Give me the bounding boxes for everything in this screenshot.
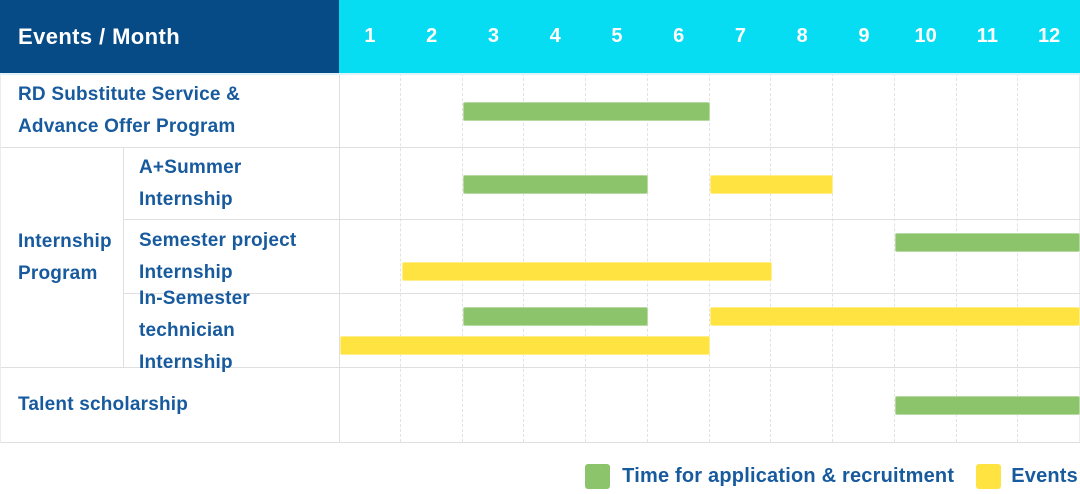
month-header-cell: 7 [734,25,746,47]
month-header-cell: 3 [487,25,499,47]
month-grid-column [833,73,895,442]
month-header-cell: 2 [426,25,438,47]
group-rows-internship-program: A+Summer Internship Semester project Inte… [124,148,1080,373]
bar-application [463,307,649,326]
month-grid-column [463,73,525,442]
bar-events [710,174,834,194]
month-header-row: 1 2 3 4 5 6 7 8 9 10 11 12 [339,0,1080,73]
group-label-internship-program: Internship Program [1,148,124,367]
row-label-in-semester-technician: In-Semester technician Internship [124,288,340,373]
month-grid-column [586,73,648,442]
month-header-cell: 4 [549,25,561,47]
row-label-semester-project: Semester project Internship [124,220,340,293]
month-header-cell: 1 [364,25,376,47]
events-month-header-label: Events / Month [18,23,181,49]
row-chart-cell [340,368,1080,442]
month-grid-column [524,73,586,442]
month-header-cell: 12 [1038,25,1061,47]
events-month-header-cell: Events / Month [0,0,339,73]
events-month-table: Events / Month 1 2 3 4 5 6 7 8 9 10 11 12 RD Substi… [0,0,1080,443]
row-semester-project: Semester project Internship [124,220,1080,294]
month-grid-column [957,73,1019,442]
row-chart-cell [340,148,1080,219]
bar-application [463,174,649,194]
row-chart-cell [340,220,1080,293]
month-grid-column [401,73,463,442]
legend-label-events: Events [1011,465,1078,487]
month-header-cell: 6 [673,25,685,47]
row-rd-substitute: RD Substitute Service & Advance Offer Pr… [1,73,1080,148]
month-header-cell: 5 [611,25,623,47]
table-header-row: Events / Month 1 2 3 4 5 6 7 8 9 10 11 12 [0,0,1080,73]
month-header-cell: 8 [796,25,808,47]
month-grid-column [710,73,772,442]
row-a-plus-summer: A+Summer Internship [124,148,1080,220]
row-chart-cell [340,294,1080,367]
row-chart-cell [340,75,1080,147]
bar-application [895,233,1080,252]
month-grid-column [648,73,710,442]
table-body: RD Substitute Service & Advance Offer Pr… [0,73,1080,443]
legend-item-events: Events [976,464,1078,489]
row-talent-scholarship: Talent scholarship [1,368,1080,443]
bar-application [463,102,710,121]
legend-item-application: Time for application & recruitment [585,464,954,489]
bar-application [895,396,1080,415]
legend: Time for application & recruitment Event… [585,464,1078,489]
month-header-cell: 10 [914,25,937,47]
bar-events [401,262,772,281]
legend-swatch-application [585,464,611,489]
month-grid-column [339,73,401,442]
row-label-a-plus-summer: A+Summer Internship [124,148,340,219]
month-header-cell: 9 [858,25,870,47]
legend-label-application: Time for application & recruitment [622,465,955,487]
month-grid-column [771,73,833,442]
row-internship-program: Internship Program A+Summer Internship Sem… [1,148,1080,373]
legend-swatch-events [976,464,1002,489]
bar-events [340,336,710,355]
month-grid-column [895,73,957,442]
row-label-rd-substitute: RD Substitute Service & Advance Offer Pr… [1,75,340,147]
row-in-semester-technician: In-Semester technician Internship [124,288,1080,373]
bar-events [710,307,1080,326]
row-label-talent-scholarship: Talent scholarship [1,368,340,442]
month-header-cell: 11 [976,25,998,47]
